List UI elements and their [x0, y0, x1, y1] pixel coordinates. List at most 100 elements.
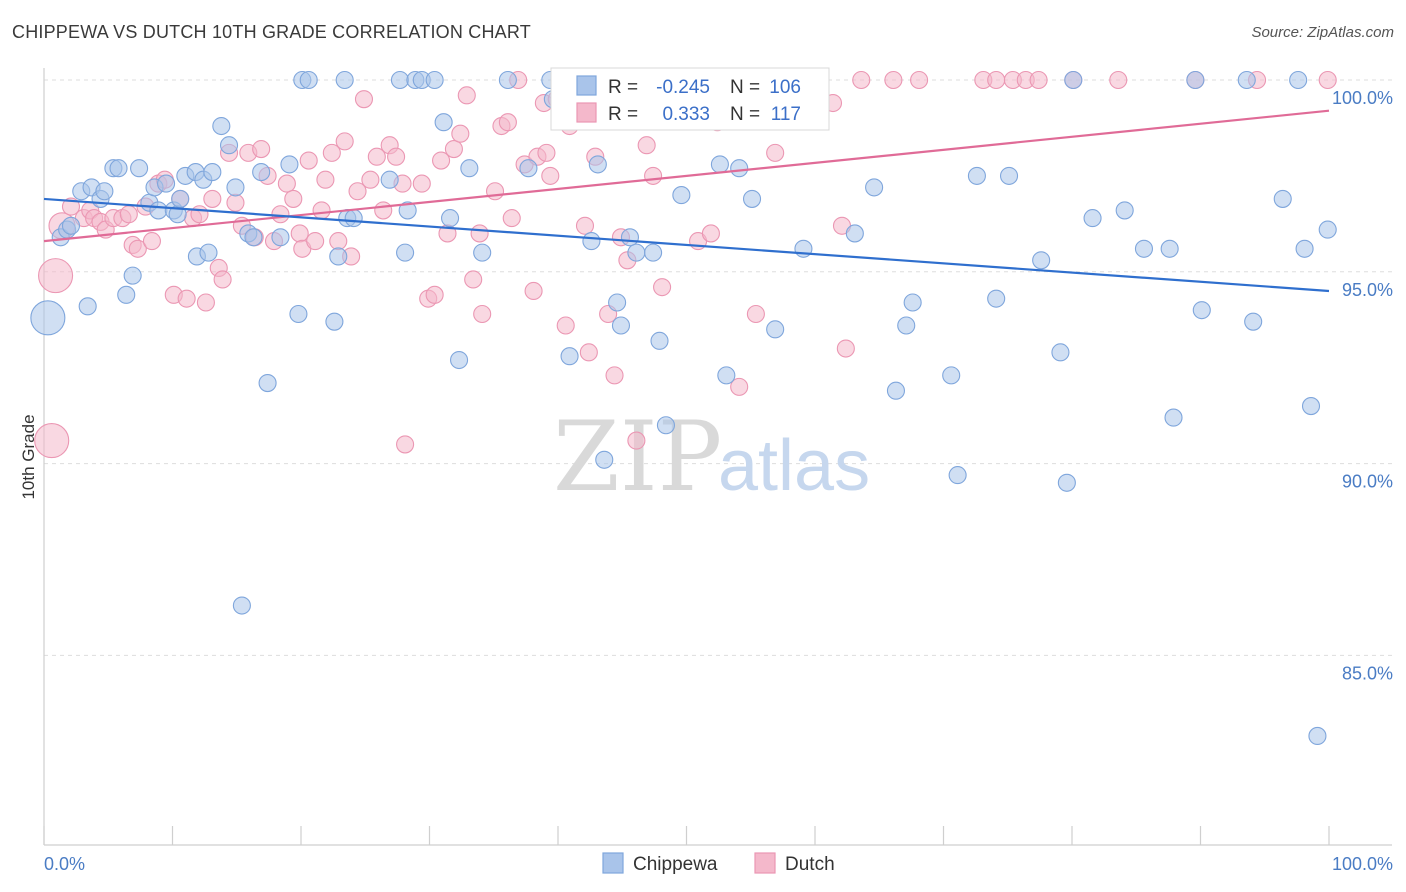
chippewa-point: [730, 159, 749, 178]
dutch-point: [470, 224, 489, 243]
chippewa-point: [942, 366, 961, 385]
watermark-atlas: atlas: [718, 426, 870, 506]
dutch-r-label: R =: [608, 104, 638, 125]
dutch-swatch: [576, 102, 597, 123]
dutch-point: [354, 90, 374, 109]
dutch-point: [575, 216, 595, 235]
chippewa-point: [1308, 726, 1327, 746]
chippewa-r-label: R =: [608, 77, 638, 98]
y-axis-title: 10th Grade: [19, 414, 38, 499]
chippewa-point: [425, 70, 444, 90]
dutch-point: [329, 232, 348, 251]
chippewa-point: [1244, 312, 1263, 331]
dutch-point: [502, 209, 521, 228]
chippewa-point: [95, 182, 114, 201]
y-tick-labels: 85.0% 90.0% 95.0% 100.0%: [1332, 88, 1393, 683]
dutch-point: [252, 139, 271, 159]
dutch-r-value: 0.333: [662, 104, 710, 125]
legend-chippewa-label: Chippewa: [633, 854, 718, 875]
dutch-point: [579, 343, 598, 362]
chippewa-n-value: 106: [769, 77, 801, 98]
dutch-point: [1029, 70, 1048, 90]
dutch-point: [226, 193, 245, 212]
chippewa-point: [1186, 70, 1205, 90]
chippewa-point: [742, 189, 762, 208]
chippewa-point: [289, 304, 308, 324]
dutch-point: [277, 174, 296, 193]
chippewa-point: [717, 366, 736, 385]
chippewa-point: [1237, 70, 1256, 90]
chippewa-point: [1083, 209, 1102, 228]
chippewa-point: [560, 347, 579, 366]
dutch-point: [451, 124, 470, 143]
chippewa-point: [232, 596, 251, 615]
chippewa-point: [117, 285, 136, 304]
chippewa-point: [886, 381, 906, 400]
chippewa-point: [380, 170, 399, 189]
chippewa-point: [650, 331, 669, 350]
dutch-point: [271, 205, 290, 224]
dutch-point: [524, 281, 543, 301]
dutch-point: [196, 293, 215, 312]
chippewa-point: [325, 312, 344, 331]
dutch-point: [34, 423, 70, 459]
chippewa-point: [519, 159, 538, 178]
chippewa-point: [335, 70, 354, 90]
chippewa-point: [473, 243, 492, 262]
chippewa-point: [1115, 201, 1134, 220]
chippewa-point: [199, 243, 218, 262]
y-tick-label: 90.0%: [1342, 472, 1393, 492]
y-tick-label: 95.0%: [1342, 280, 1393, 300]
chippewa-point: [620, 228, 640, 247]
chippewa-point: [1134, 239, 1154, 258]
chippewa-point: [171, 189, 190, 208]
chippewa-point: [672, 186, 691, 205]
chippewa-point: [398, 201, 417, 220]
dutch-point: [290, 224, 309, 243]
dutch-point: [653, 278, 672, 297]
chippewa-point: [30, 300, 66, 336]
dutch-point: [457, 86, 476, 105]
legend-dutch-label: Dutch: [785, 854, 835, 875]
chippewa-point: [903, 293, 922, 312]
dutch-point: [190, 205, 209, 224]
chippewa-point: [344, 209, 363, 228]
dutch-point: [322, 143, 341, 162]
dutch-point: [119, 205, 138, 224]
dutch-n-label: N =: [730, 104, 760, 125]
dutch-point: [312, 201, 331, 220]
chippewa-point: [271, 228, 290, 247]
dutch-point: [374, 201, 393, 220]
dutch-point: [177, 289, 196, 308]
chippewa-point: [1164, 408, 1183, 427]
stats-legend: R = -0.245 N = 106 R = 0.333 N = 117: [550, 67, 830, 131]
chippewa-point: [897, 316, 916, 335]
chippewa-point: [212, 116, 231, 136]
dutch-point: [730, 377, 749, 396]
chippewa-points: [30, 70, 1337, 746]
dutch-point: [464, 270, 483, 289]
chippewa-point: [595, 450, 614, 469]
dutch-point: [425, 285, 444, 304]
chippewa-point: [1057, 473, 1076, 492]
chippewa-point: [987, 289, 1006, 308]
chippewa-r-value: -0.245: [656, 77, 710, 98]
dutch-point: [306, 232, 325, 251]
dutch-point: [644, 166, 663, 185]
dutch-point: [485, 182, 505, 201]
chippewa-point: [390, 70, 409, 90]
chippewa-point: [644, 243, 663, 262]
dutch-point: [637, 136, 656, 155]
dutch-point: [605, 366, 624, 385]
chippewa-point: [1192, 301, 1211, 320]
legend-chippewa-swatch: [602, 852, 624, 874]
chippewa-point: [244, 228, 263, 247]
x-tick-label-max: 100.0%: [1332, 854, 1393, 874]
dutch-point: [987, 70, 1006, 90]
dutch-point: [884, 70, 903, 90]
chippewa-point: [1273, 189, 1292, 208]
chippewa-point: [329, 247, 348, 266]
dutch-point: [142, 232, 161, 251]
chippewa-point: [1289, 70, 1308, 90]
